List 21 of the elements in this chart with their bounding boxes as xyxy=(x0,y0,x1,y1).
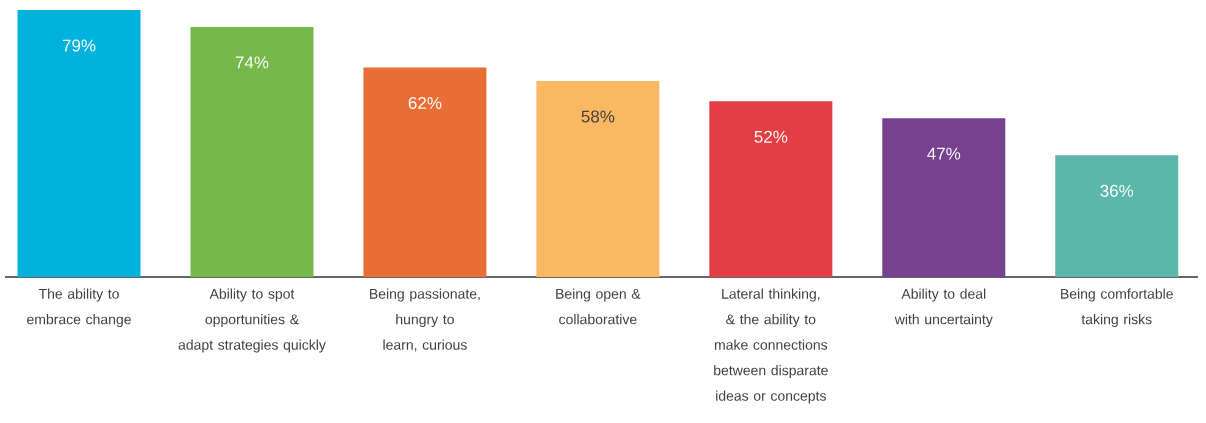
data-label: 79% xyxy=(62,39,96,52)
data-label: 58% xyxy=(581,110,615,123)
x-tick-label: Ability to deal with uncertainty xyxy=(894,288,993,328)
x-tick-label: The ability to embrace change xyxy=(27,288,131,328)
bar xyxy=(709,101,833,277)
bar xyxy=(882,118,1006,277)
x-tick-label: Being open & collaborative xyxy=(556,288,641,325)
x-tick-label: Lateral thinking, & the ability to make connections between disparate ideas or concepts xyxy=(714,288,828,404)
data-label: 36% xyxy=(1100,184,1134,197)
data-label: 74% xyxy=(235,56,269,69)
bar xyxy=(190,26,314,277)
data-label: 47% xyxy=(927,147,961,160)
data-label: 62% xyxy=(408,96,442,110)
x-tick-label: Being comfortable taking risks xyxy=(1061,288,1173,328)
x-tick-label: Ability to spot opportunities & adapt strategies quickly xyxy=(178,288,326,353)
x-tick-label: Being passionate, hungry to learn, curious xyxy=(370,288,480,352)
bar xyxy=(536,80,660,277)
bar xyxy=(363,67,487,277)
bar xyxy=(1055,155,1179,277)
bar xyxy=(17,10,141,277)
data-label: 52% xyxy=(754,130,788,143)
